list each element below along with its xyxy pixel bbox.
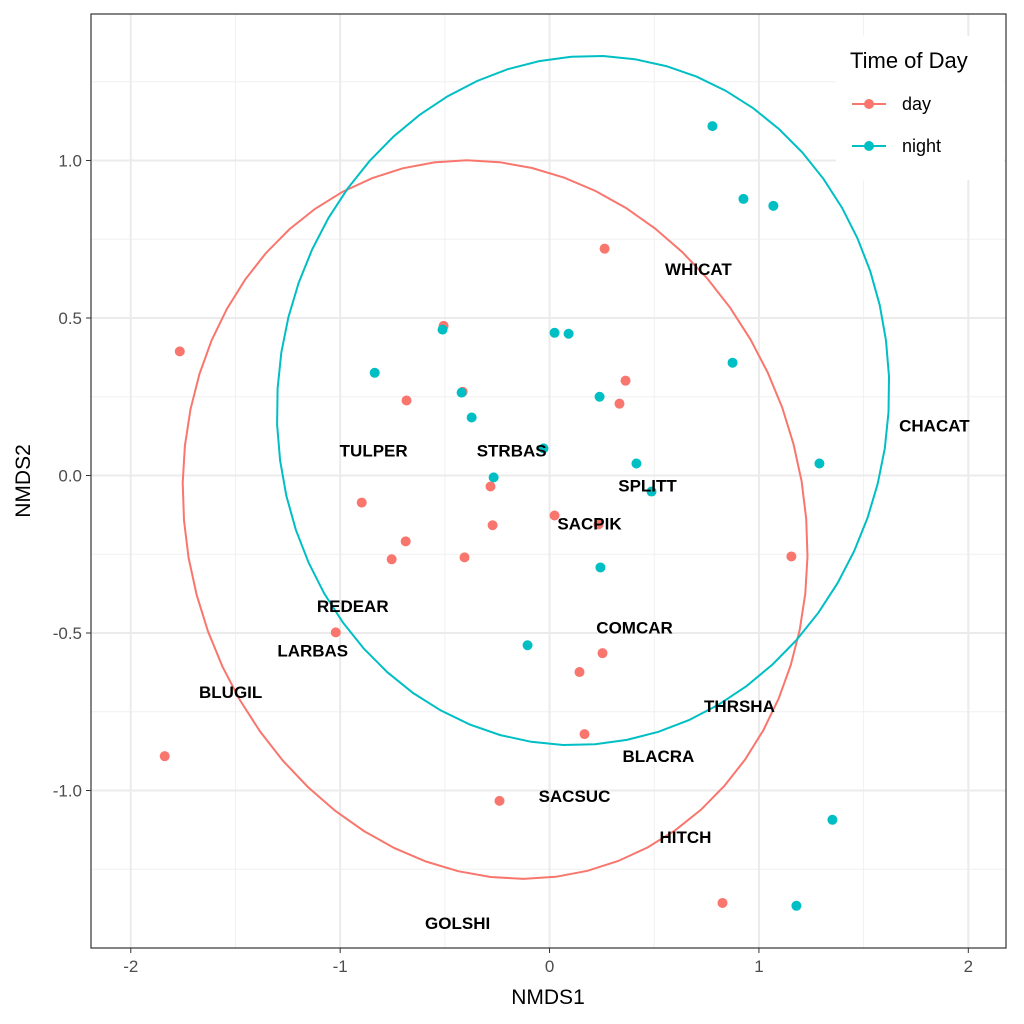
x-axis-title: NMDS1 <box>511 986 585 1009</box>
y-tick-label: 1.0 <box>58 151 82 170</box>
y-tick-label: 0.5 <box>58 309 82 328</box>
species-label: SACSUC <box>539 787 611 806</box>
species-label: LARBAS <box>277 641 348 660</box>
point-day <box>174 346 185 357</box>
point-night <box>595 562 606 573</box>
y-tick-label: 0.0 <box>58 466 82 485</box>
point-day <box>494 795 505 806</box>
x-tick-label: 1 <box>754 957 763 976</box>
x-tick-label: -1 <box>333 957 348 976</box>
point-day <box>159 751 170 762</box>
point-day <box>356 497 367 508</box>
point-night <box>369 367 380 378</box>
y-tick-label: -0.5 <box>53 624 82 643</box>
point-night <box>549 327 560 338</box>
point-day <box>401 395 412 406</box>
species-label: BLACRA <box>623 747 695 766</box>
panel-border <box>90 13 1007 949</box>
point-night <box>707 121 718 132</box>
point-night <box>768 200 779 211</box>
species-label: BLUGIL <box>199 683 262 702</box>
point-day <box>620 375 631 386</box>
species-labels: WHICAT CHACAT TULPER STRBAS SPLITT SACPIK REDE… <box>199 260 970 933</box>
ellipses <box>181 54 890 880</box>
species-label: SACPIK <box>557 514 622 533</box>
point-day <box>459 552 470 563</box>
point-night <box>827 814 838 825</box>
species-label: HITCH <box>659 828 711 847</box>
ellipse-night <box>276 54 890 747</box>
x-tick-label: 0 <box>545 957 554 976</box>
point-day <box>593 519 604 530</box>
point-night <box>466 412 477 423</box>
legend-key-day <box>864 99 874 109</box>
point-night <box>814 458 825 469</box>
point-night <box>631 458 642 469</box>
legend-title: Time of Day <box>850 48 968 73</box>
x-tick-label: 2 <box>964 957 973 976</box>
point-day <box>717 897 728 908</box>
point-day <box>487 520 498 531</box>
point-day <box>786 551 797 562</box>
point-day <box>579 729 590 740</box>
point-night <box>646 486 657 497</box>
species-label: WHICAT <box>665 260 732 279</box>
point-night <box>791 900 802 911</box>
x-tick-label: -2 <box>123 957 138 976</box>
point-day <box>574 667 585 678</box>
point-day <box>597 648 608 659</box>
points <box>159 121 838 911</box>
point-day <box>400 536 411 547</box>
point-day <box>614 398 625 409</box>
species-label: CHACAT <box>899 417 970 436</box>
point-night <box>488 472 499 483</box>
point-night <box>727 357 738 368</box>
legend-label-day: day <box>902 94 931 114</box>
ellipse-day <box>181 159 809 880</box>
point-day <box>386 554 397 565</box>
legend-key-night <box>864 141 874 151</box>
legend-label-night: night <box>902 136 941 156</box>
species-label: SPLITT <box>618 477 677 496</box>
legend-box <box>836 36 1004 180</box>
y-axis-title: NMDS2 <box>12 444 35 518</box>
point-day <box>549 510 560 521</box>
point-night <box>437 324 448 335</box>
species-label: REDEAR <box>317 597 389 616</box>
point-night <box>456 387 467 398</box>
legend: Time of Day day night <box>836 36 1004 180</box>
point-day <box>599 243 610 254</box>
y-tick-label: -1.0 <box>53 781 82 800</box>
point-night <box>563 328 574 339</box>
axis-ticks: -2 -1 0 1 2 -1.0 -0.5 0.0 0.5 1.0 <box>53 151 973 976</box>
point-day <box>485 481 496 492</box>
species-label: GOLSHI <box>425 914 490 933</box>
point-night <box>522 640 533 651</box>
point-night <box>538 443 549 454</box>
point-night <box>738 193 749 204</box>
species-label: STRBAS <box>477 442 547 461</box>
species-label: COMCAR <box>596 618 673 637</box>
point-night <box>594 391 605 402</box>
species-label: TULPER <box>340 442 408 461</box>
point-day <box>330 627 341 638</box>
species-label: THRSHA <box>704 697 775 716</box>
